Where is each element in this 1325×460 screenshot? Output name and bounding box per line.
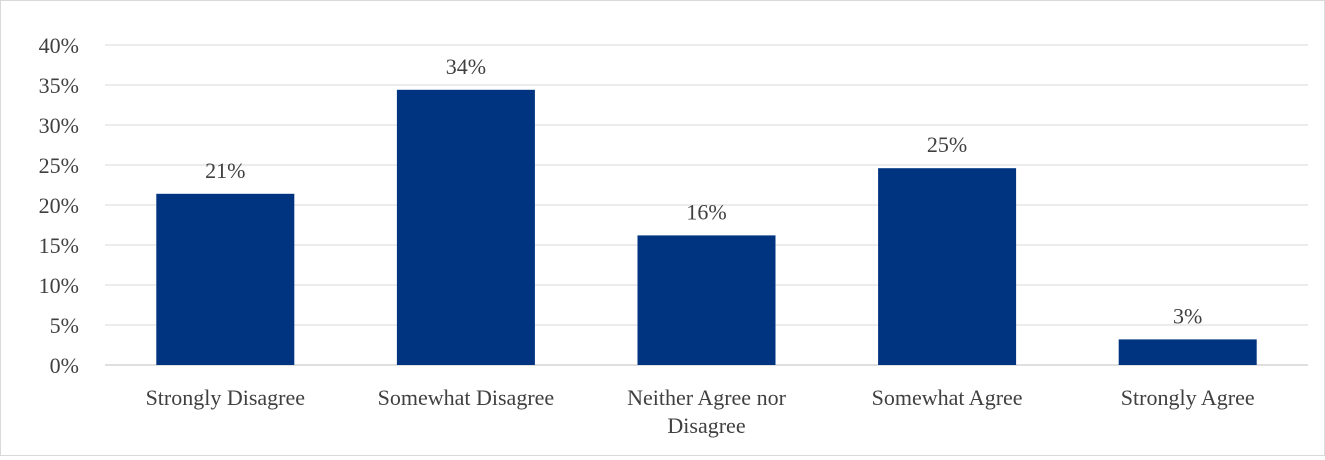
x-axis: Strongly Disagree Somewhat Disagree Neithe… — [146, 385, 1255, 438]
x-tick-label: Strongly Agree — [1121, 385, 1255, 410]
x-tick-label: Disagree — [667, 413, 745, 438]
bar — [1118, 339, 1257, 365]
data-label: 16% — [686, 199, 726, 224]
y-tick-label: 10% — [39, 273, 79, 298]
y-tick-label: 15% — [39, 233, 79, 258]
gridlines — [105, 44, 1308, 366]
x-tick-label: Neither Agree nor — [627, 385, 786, 410]
bar — [878, 168, 1017, 365]
bars — [156, 89, 1257, 366]
x-tick-label: Somewhat Disagree — [378, 385, 555, 410]
y-tick-label: 25% — [39, 153, 79, 178]
x-tick-label: Strongly Disagree — [146, 385, 305, 410]
y-tick-label: 5% — [50, 313, 79, 338]
data-label: 3% — [1173, 303, 1202, 328]
x-tick-label: Somewhat Agree — [872, 385, 1023, 410]
y-tick-label: 0% — [50, 353, 79, 378]
bar — [396, 89, 535, 366]
data-label: 34% — [446, 54, 486, 79]
y-tick-label: 40% — [39, 33, 79, 58]
bar — [637, 235, 776, 365]
y-tick-label: 20% — [39, 193, 79, 218]
y-axis: 0% 5% 10% 15% 20% 25% 30% 35% 40% — [39, 33, 79, 378]
data-labels: 21% 34% 16% 25% 3% — [205, 54, 1202, 329]
bar — [156, 193, 295, 365]
data-label: 25% — [927, 132, 967, 157]
y-tick-label: 35% — [39, 73, 79, 98]
y-tick-label: 30% — [39, 113, 79, 138]
data-label: 21% — [205, 158, 245, 183]
